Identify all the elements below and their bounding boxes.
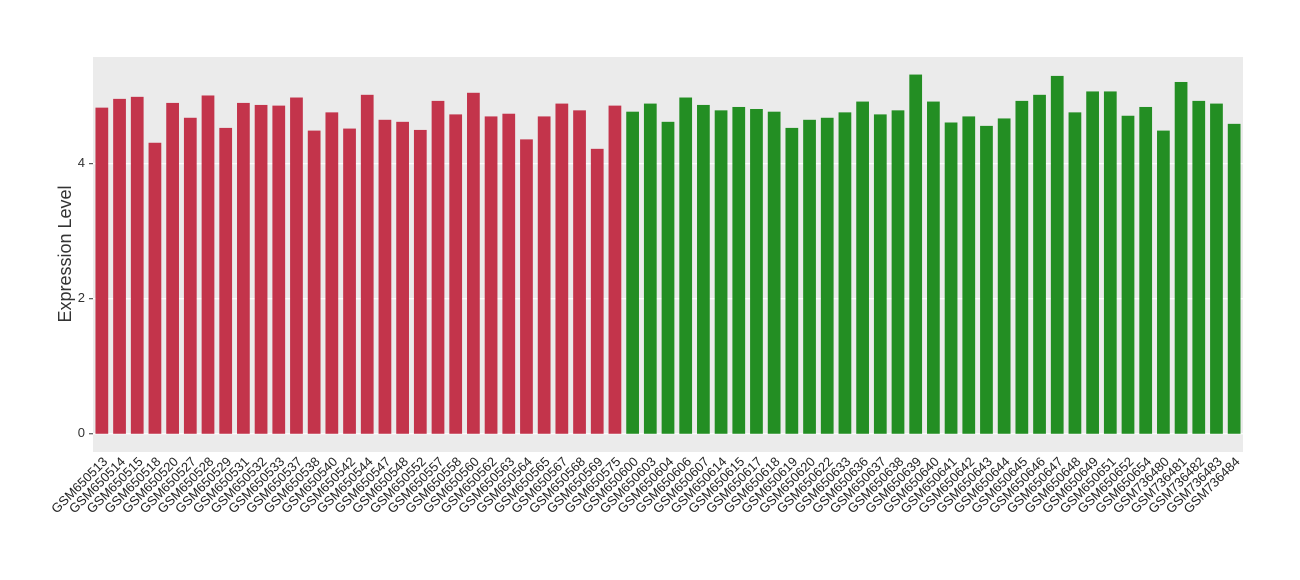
bar <box>1192 100 1206 434</box>
bar <box>1210 103 1223 434</box>
bar <box>1033 94 1046 434</box>
bar <box>378 119 392 434</box>
bar <box>520 139 533 434</box>
bar <box>1121 115 1135 434</box>
bar <box>555 103 569 434</box>
bar <box>891 110 905 434</box>
bar <box>467 92 480 434</box>
bar <box>873 114 887 434</box>
bar <box>1015 100 1029 434</box>
bar <box>1068 112 1082 434</box>
bar <box>272 105 286 434</box>
bar <box>148 142 162 434</box>
bar <box>944 122 958 434</box>
bar <box>661 121 675 434</box>
bar <box>608 105 622 434</box>
bar <box>201 95 215 434</box>
bar <box>820 117 834 434</box>
y-tick-label: 0 <box>78 425 85 440</box>
bar <box>1086 91 1099 434</box>
bar <box>95 107 109 434</box>
bar <box>254 104 268 434</box>
bar <box>767 111 781 434</box>
bar <box>431 100 445 434</box>
bar <box>803 119 816 434</box>
bar <box>838 112 852 434</box>
bar <box>307 130 321 434</box>
bar <box>1103 91 1117 434</box>
bar <box>732 106 746 434</box>
bar <box>679 97 693 434</box>
bar <box>785 127 799 434</box>
bar <box>927 101 940 434</box>
bar <box>449 114 463 434</box>
bar <box>237 102 250 434</box>
bar <box>697 104 710 434</box>
bar <box>856 101 869 434</box>
bar <box>113 98 126 434</box>
bar <box>626 111 639 434</box>
bar <box>502 113 516 434</box>
bar <box>484 116 498 434</box>
bar <box>962 116 976 434</box>
bar <box>183 117 197 434</box>
bar <box>290 97 303 434</box>
bar <box>1050 75 1064 434</box>
bar <box>909 74 923 434</box>
bar <box>130 96 144 434</box>
bar <box>750 108 763 434</box>
bar <box>360 94 374 434</box>
bar <box>219 127 233 434</box>
bar <box>573 110 586 434</box>
bar <box>997 118 1011 434</box>
bar <box>413 129 427 434</box>
bar <box>1139 106 1153 434</box>
y-tick-label: 4 <box>78 155 85 170</box>
bar <box>1157 130 1170 434</box>
bar <box>590 148 604 434</box>
bar <box>325 112 339 434</box>
bar <box>396 121 409 434</box>
bar <box>1227 123 1241 434</box>
bar <box>1174 81 1188 434</box>
y-tick-label: 2 <box>78 290 85 305</box>
bar <box>343 128 356 434</box>
bar <box>166 102 179 434</box>
bar <box>537 116 551 434</box>
y-axis-label: Expression Level <box>55 185 75 322</box>
bar <box>714 110 728 434</box>
bar <box>980 125 993 434</box>
bar <box>643 103 657 434</box>
